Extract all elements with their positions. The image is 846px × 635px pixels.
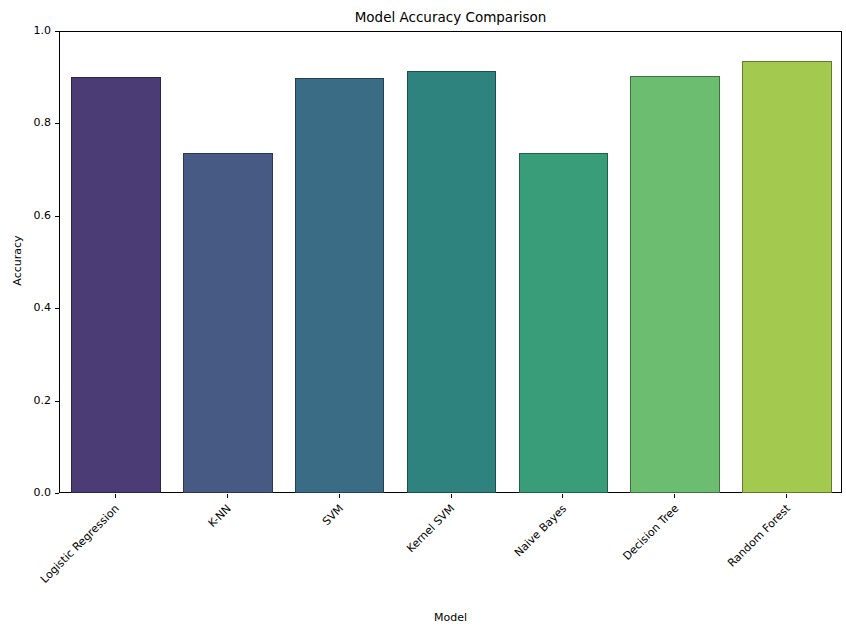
x-tick-label: Kernel SVM bbox=[405, 502, 458, 555]
x-tick-label: K-NN bbox=[206, 502, 234, 530]
bar-logistic-regression bbox=[71, 77, 160, 493]
y-tick-label: 0.4 bbox=[0, 301, 51, 315]
y-tick-label: 0.0 bbox=[0, 486, 51, 500]
y-tick-label: 0.2 bbox=[0, 394, 51, 408]
bar-decision-tree bbox=[630, 76, 719, 493]
bar-kernel-svm bbox=[407, 71, 496, 493]
bar-svm bbox=[295, 78, 384, 493]
y-tick-mark bbox=[55, 401, 59, 402]
x-tick-mark bbox=[451, 494, 452, 498]
chart-title: Model Accuracy Comparison bbox=[59, 9, 842, 25]
x-axis-label: Model bbox=[59, 611, 842, 624]
y-tick-mark bbox=[55, 123, 59, 124]
x-tick-label: Logistic Regression bbox=[38, 502, 122, 586]
x-tick-label: SVM bbox=[320, 502, 346, 528]
x-tick-label: Decision Tree bbox=[620, 502, 681, 563]
y-tick-label: 0.6 bbox=[0, 209, 51, 223]
y-axis-label: Accuracy bbox=[11, 226, 24, 296]
bar-k-nn bbox=[183, 153, 272, 493]
y-tick-mark bbox=[55, 216, 59, 217]
bar-random-forest bbox=[742, 61, 831, 493]
figure: Model Accuracy Comparison 0.0 0.2 0.4 0.6 0.… bbox=[0, 0, 846, 635]
x-tick-label: Naive Bayes bbox=[512, 502, 569, 559]
y-tick-mark bbox=[55, 493, 59, 494]
x-tick-label: Random Forest bbox=[726, 502, 794, 570]
x-tick-mark bbox=[227, 494, 228, 498]
x-tick-mark bbox=[115, 494, 116, 498]
x-tick-mark bbox=[339, 494, 340, 498]
y-tick-mark bbox=[55, 31, 59, 32]
plot-area bbox=[59, 31, 842, 493]
bar-naive-bayes bbox=[519, 153, 608, 493]
x-tick-mark bbox=[786, 494, 787, 498]
y-tick-mark bbox=[55, 308, 59, 309]
x-tick-mark bbox=[562, 494, 563, 498]
y-tick-label: 0.8 bbox=[0, 116, 51, 130]
x-tick-mark bbox=[674, 494, 675, 498]
y-tick-label: 1.0 bbox=[0, 24, 51, 38]
